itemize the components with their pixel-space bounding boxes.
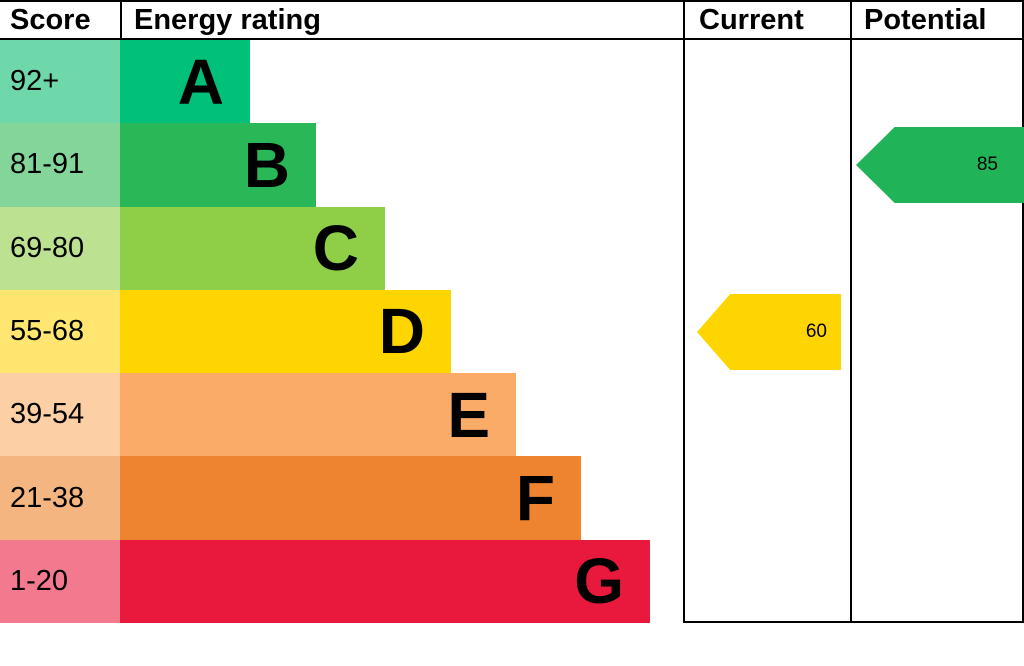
current-column [683,0,850,623]
score-range-d: 55-68 [0,289,120,374]
rating-bar-d: D [120,289,451,374]
band-letter-f: F [515,462,555,535]
rating-bar-b: B [120,123,316,207]
rating-bar-a: A [120,40,250,124]
potential-column [850,0,1024,623]
band-row-g: 1-20 G [0,539,683,623]
header-score: Score [0,2,122,38]
rating-bar-e: E [120,373,516,457]
rating-bar-g: G [120,539,650,623]
header-potential: Potential [864,3,987,36]
band-row-d: 55-68 D [0,289,683,374]
header-energy-rating: Energy rating [134,3,321,36]
band-letter-b: B [243,128,290,201]
score-range-b: 81-91 [0,123,120,207]
band-letter-a: A [177,45,224,118]
band-letter-e: E [447,378,490,451]
band-rows: 92+ A 81-91 B 69-80 C 55-68 D 39-54 [0,40,683,623]
score-range-a: 92+ [0,40,120,124]
rating-bar-c: C [120,206,385,290]
band-row-a: 92+ A [0,40,683,124]
band-row-f: 21-38 F [0,456,683,540]
header-current: Current [699,3,804,36]
score-range-f: 21-38 [0,456,120,540]
band-letter-d: D [378,295,425,368]
rating-bar-f: F [120,456,581,540]
band-letter-g: G [574,545,624,618]
score-range-c: 69-80 [0,206,120,290]
potential-rating-arrow: 85 [856,127,1024,203]
potential-rating-value: 85 [976,154,998,175]
chart-header: Score Energy rating Current Potential [0,0,1024,40]
current-rating-arrow: 60 [697,294,841,370]
band-row-c: 69-80 C [0,206,683,290]
band-row-b: 81-91 B [0,123,683,207]
current-rating-value: 60 [805,321,827,342]
score-range-g: 1-20 [0,539,120,623]
band-row-e: 39-54 E [0,373,683,457]
band-letter-c: C [312,212,359,285]
score-range-e: 39-54 [0,373,120,457]
